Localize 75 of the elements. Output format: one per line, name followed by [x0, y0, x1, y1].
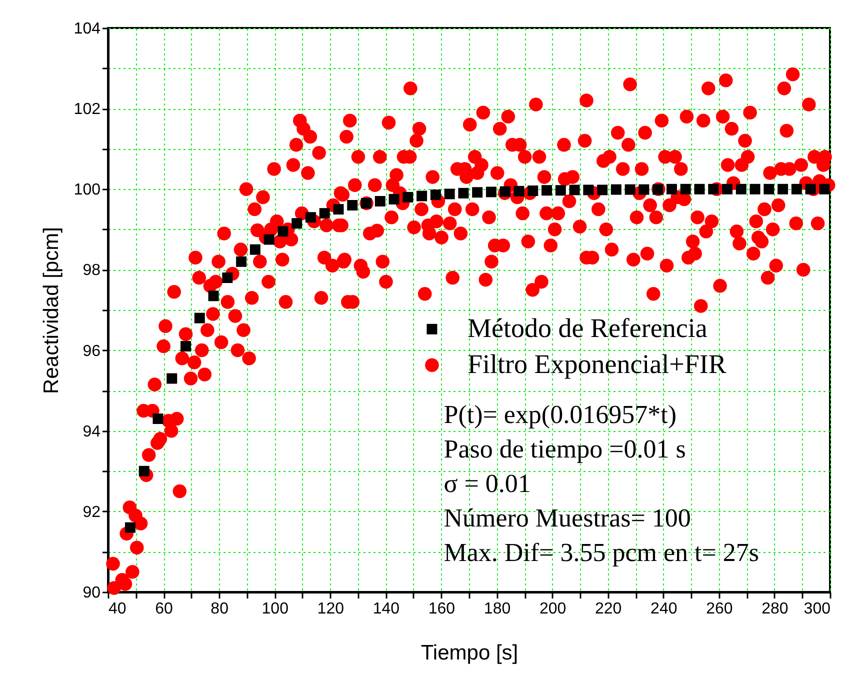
y-axis-title: Reactividad [pcm]	[40, 227, 63, 394]
point	[208, 290, 219, 302]
point	[194, 312, 205, 324]
point	[264, 234, 274, 245]
y-tick-label: 90	[82, 584, 101, 602]
point	[680, 184, 691, 194]
point	[610, 184, 622, 195]
point	[694, 184, 705, 194]
point	[180, 341, 191, 352]
x-tick-label: 40	[108, 600, 126, 618]
point	[486, 186, 496, 198]
point	[514, 186, 524, 196]
annotation: Paso de tiempo =0.01 s	[444, 434, 686, 464]
y-tick-label: 98	[82, 262, 101, 280]
x-tick-label: 60	[155, 600, 174, 618]
x-tick-label: 180	[484, 600, 511, 618]
x-tick-label: 120	[317, 600, 344, 618]
point	[278, 226, 288, 237]
point	[458, 188, 469, 198]
point	[569, 184, 580, 196]
point	[374, 196, 386, 206]
point	[528, 186, 538, 196]
point	[722, 184, 732, 194]
x-tick-label: 80	[210, 600, 229, 618]
y-tick-label: 104	[74, 20, 101, 38]
point	[416, 190, 428, 202]
y-tick-label: 94	[82, 423, 101, 440]
legend-label: Filtro Exponencial+FIR	[467, 349, 726, 380]
point	[805, 184, 816, 194]
x-tick-label: 160	[428, 600, 456, 618]
x-tick-label: 200	[539, 600, 566, 618]
point	[402, 192, 414, 202]
point	[347, 200, 358, 210]
point	[555, 185, 566, 196]
point	[472, 187, 483, 198]
point	[791, 184, 802, 194]
point	[319, 208, 330, 219]
point	[764, 184, 774, 194]
point	[250, 244, 260, 255]
y-tick-label: 92	[82, 504, 101, 521]
point	[292, 218, 302, 229]
point	[444, 188, 455, 200]
point	[624, 184, 636, 195]
legend-label: Método de Referencia	[467, 313, 708, 344]
y-tick-label: 102	[74, 101, 101, 118]
x-tick-label: 240	[650, 600, 678, 618]
y-tick-label: 100	[74, 182, 101, 199]
point	[236, 256, 247, 267]
point	[124, 522, 136, 533]
x-tick-label: 260	[706, 600, 733, 618]
x-tick-label: 220	[594, 600, 622, 618]
point	[666, 184, 677, 194]
y-tick-label: 96	[82, 342, 101, 360]
point	[597, 184, 608, 196]
x-tick-label: 140	[372, 600, 400, 618]
x-axis-title: Tiempo [s]	[420, 642, 518, 664]
point	[708, 184, 719, 194]
point	[736, 184, 746, 194]
point	[138, 466, 150, 476]
point	[152, 414, 164, 424]
point	[305, 212, 316, 223]
point	[778, 184, 788, 194]
point	[750, 184, 760, 194]
x-tick-label: 280	[762, 600, 788, 618]
x-tick-label: 100	[262, 600, 289, 618]
x-tick-label: 300	[804, 600, 831, 618]
annotation: Max. Dif= 3.55 pcm en t= 27s	[444, 538, 760, 567]
point	[166, 373, 178, 384]
point	[388, 194, 400, 204]
point	[542, 185, 552, 196]
annotation: σ = 0.01	[444, 468, 531, 498]
point	[819, 184, 830, 194]
annotation: P(t)= exp(0.016957*t)	[444, 400, 676, 429]
point	[430, 190, 441, 200]
annotation: Número Muestras= 100	[444, 503, 691, 532]
